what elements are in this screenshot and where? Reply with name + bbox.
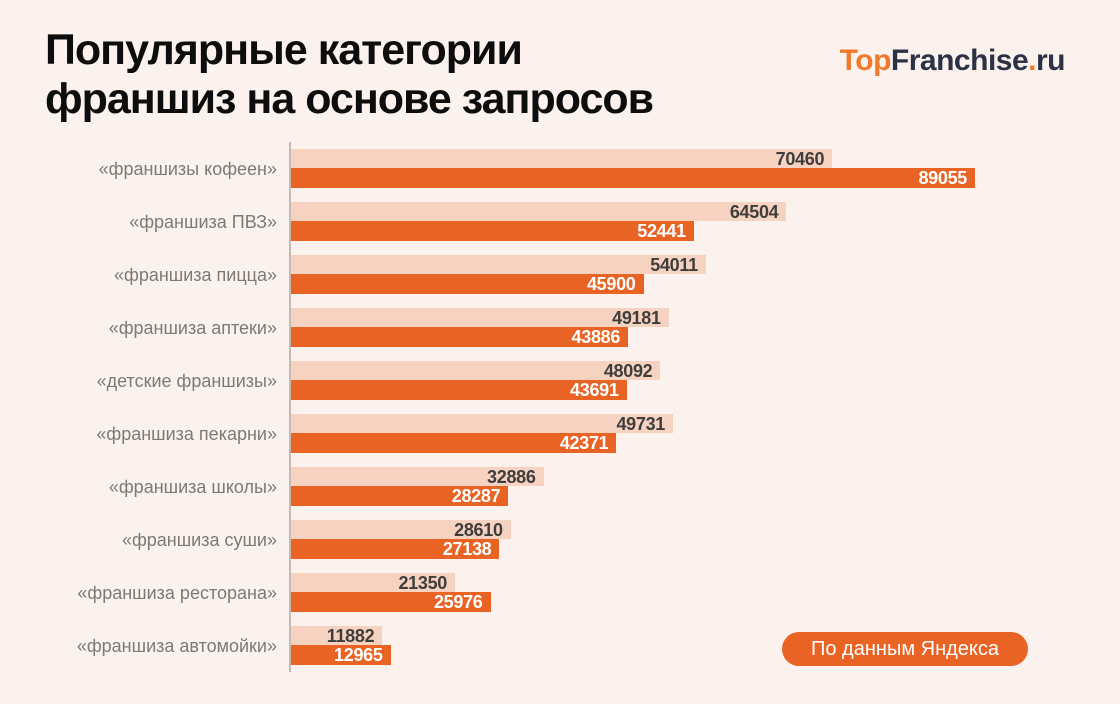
logo-accent-text: Top xyxy=(839,44,892,77)
bar-value-label: 49181 xyxy=(612,307,661,328)
logo-tld-text: ru xyxy=(1036,44,1066,77)
bar-value-label: 42371 xyxy=(559,433,609,453)
chart-row: «франшиза пицца» 54011 45900 xyxy=(0,248,1120,301)
bar-series-orange: 28287 xyxy=(291,486,509,506)
category-label: «франшиза ПВЗ» xyxy=(129,211,277,232)
bar-series-light: 49731 xyxy=(291,414,673,433)
bar-pair: 32886 28287 xyxy=(289,460,1120,513)
category-label: «франшиза автомойки» xyxy=(76,635,277,656)
bar-value-label: 25976 xyxy=(433,592,483,612)
chart-row: «франшиза суши» 28610 27138 xyxy=(0,513,1120,566)
bar-chart: «франшизы кофеен» 70460 89055 «франшиза ПВЗ… xyxy=(0,142,1120,672)
chart-row: «франшиза школы» 32886 28287 xyxy=(0,460,1120,513)
bar-value-label: 28287 xyxy=(451,486,501,506)
bar-series-light: 64504 xyxy=(291,201,787,222)
bar-series-light: 32886 xyxy=(291,467,544,486)
category-label: «франшизы кофеен» xyxy=(98,158,277,179)
bar-value-label: 70460 xyxy=(775,148,825,169)
bar-pair: 54011 45900 xyxy=(289,248,1120,301)
bar-value-label: 54011 xyxy=(650,254,698,275)
bar-series-light: 48092 xyxy=(291,360,661,381)
source-badge: По данным Яндекса xyxy=(782,632,1028,666)
category-label: «франшиза суши» xyxy=(121,529,277,550)
chart-row: «франшиза аптеки» 49181 43886 xyxy=(0,301,1120,354)
bar-series-orange: 12965 xyxy=(291,645,391,665)
bar-value-label: 27138 xyxy=(442,539,492,559)
bar-pair: 49731 42371 xyxy=(289,407,1120,460)
logo-dot: . xyxy=(1028,44,1036,77)
bar-pair: 70460 89055 xyxy=(289,142,1120,195)
bar-value-label: 32886 xyxy=(487,466,536,487)
bar-value-label: 52441 xyxy=(637,221,686,241)
bar-value-label: 45900 xyxy=(586,274,636,294)
bar-value-label: 43886 xyxy=(571,327,621,347)
page-title-line-1: Популярные категории xyxy=(45,26,523,74)
bar-pair: 21350 25976 xyxy=(289,566,1120,619)
chart-row: «франшиза ресторана» 21350 25976 xyxy=(0,566,1120,619)
bar-series-orange: 45900 xyxy=(291,274,644,294)
category-label: «франшиза пицца» xyxy=(114,264,277,285)
chart-row: «франшиза автомойки» 11882 12965 xyxy=(0,619,1120,672)
bar-value-label: 89055 xyxy=(918,168,967,188)
category-label: «франшиза аптеки» xyxy=(108,317,277,338)
bar-series-light: 54011 xyxy=(291,255,706,274)
chart-row: «детские франшизы» 48092 43691 xyxy=(0,354,1120,407)
bar-pair: 28610 27138 xyxy=(289,513,1120,566)
bar-series-orange: 42371 xyxy=(291,433,617,453)
bar-series-light: 49181 xyxy=(291,308,669,327)
bar-pair: 64504 52441 xyxy=(289,195,1120,248)
bar-value-label: 43691 xyxy=(570,380,619,400)
chart-row: «франшизы кофеен» 70460 89055 xyxy=(0,142,1120,195)
bar-series-light: 11882 xyxy=(291,625,383,646)
bar-series-light: 28610 xyxy=(291,520,511,539)
bar-pair: 49181 43886 xyxy=(289,301,1120,354)
page-title: Популярные категории франшиз на основе за… xyxy=(45,26,654,124)
chart-row: «франшиза ПВЗ» 64504 52441 xyxy=(0,195,1120,248)
bar-value-label: 28610 xyxy=(454,519,503,540)
bar-value-label: 48092 xyxy=(603,360,653,381)
bar-series-light: 70460 xyxy=(291,148,833,169)
topfranchise-logo: TopFranchise.ru xyxy=(839,44,1066,78)
bar-value-label: 64504 xyxy=(729,201,779,222)
bar-series-orange: 43886 xyxy=(291,327,629,347)
logo-main-text: Franchise xyxy=(890,44,1029,77)
category-label: «франшиза школы» xyxy=(108,476,277,497)
bar-series-orange: 52441 xyxy=(291,221,694,241)
bar-series-light: 21350 xyxy=(291,573,455,592)
bar-pair: 48092 43691 xyxy=(289,354,1120,407)
bar-series-orange: 27138 xyxy=(291,539,500,559)
category-label: «детские франшизы» xyxy=(96,370,277,391)
bar-pair: 11882 12965 xyxy=(289,619,1120,672)
page-title-line-2: франшиз на основе запросов xyxy=(45,75,654,123)
bar-value-label: 11882 xyxy=(326,625,375,646)
bar-series-orange: 25976 xyxy=(291,592,491,612)
bar-value-label: 49731 xyxy=(616,413,665,434)
chart-row: «франшиза пекарни» 49731 42371 xyxy=(0,407,1120,460)
bar-series-orange: 89055 xyxy=(291,168,975,188)
category-label: «франшиза пекарни» xyxy=(96,423,277,444)
bar-value-label: 21350 xyxy=(398,572,447,593)
bar-value-label: 12965 xyxy=(334,645,383,665)
bar-series-orange: 43691 xyxy=(291,380,627,400)
chart-rows: «франшизы кофеен» 70460 89055 «франшиза ПВЗ… xyxy=(0,142,1120,672)
category-label: «франшиза ресторана» xyxy=(77,582,277,603)
